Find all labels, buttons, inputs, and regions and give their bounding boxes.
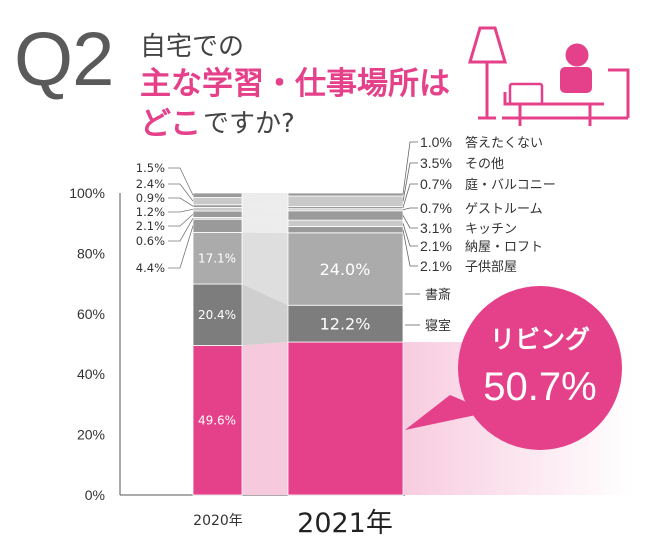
title-line-3-accent: どこ [140,106,202,142]
legend-value: 0.7% [420,176,452,192]
bar-value-label: 20.4% [198,308,236,322]
bar-segment [192,192,243,198]
leader-line [402,229,418,267]
series-connector [242,232,288,306]
bar-value-label: 17.1% [198,251,236,265]
small-segment-label: 0.9% [136,191,165,205]
y-tick-label: 60% [77,306,105,322]
series-connector [242,193,288,198]
leader-line [402,215,418,229]
leader-line [168,167,194,196]
bar-segment [287,341,404,496]
series-connector [242,210,288,221]
small-segment-label: 0.6% [136,234,165,248]
bar-segment [192,232,243,285]
bedroom-label: 寝室 [425,318,451,334]
series-connector [242,342,288,495]
bar-segment [192,207,243,212]
small-segment-label: 2.1% [136,219,165,233]
callout-bubble [458,286,622,450]
legend-label: 答えたくない [465,135,543,151]
bar-segment [192,197,243,206]
question-number: Q2 [14,17,114,102]
small-segment-label: 4.4% [136,261,165,275]
legend-value: 0.7% [420,200,452,216]
small-segment-label: 1.5% [136,161,165,175]
leader-line [402,141,418,195]
bar-segment [192,210,243,218]
title-line-2: 主な学習・仕事場所は [140,66,450,102]
leader-line [168,213,194,227]
series-connector [242,196,288,207]
person-at-desk-icon [467,26,630,126]
x-tick-label: 2020年 [193,513,243,529]
legend-value: 3.1% [420,220,452,236]
bar-value-label: 12.2% [320,315,371,334]
legend-value: 1.0% [420,134,452,150]
small-segment-label: 1.2% [136,205,165,219]
leader-line [402,162,418,202]
legend-value: 3.5% [420,155,452,171]
series-connector [242,219,288,233]
title-line-3-rest: ですか? [203,109,295,139]
legend-label: その他 [465,157,504,172]
y-tick-label: 40% [77,366,105,382]
bar-segment [287,304,404,343]
bar-segment [287,219,404,227]
legend-label: ゲストルーム [465,202,543,217]
leader-line [402,207,418,211]
y-tick-label: 100% [69,185,105,201]
title-line-1: 自宅での [140,32,245,62]
y-tick-label: 20% [77,427,105,443]
leader-line [168,183,194,202]
leader-line [402,183,418,208]
leader-line [168,197,194,207]
bar-segment [287,210,404,221]
y-tick-label: 0% [85,487,105,503]
legend-value: 2.1% [420,258,452,274]
bar-segment [287,192,404,197]
legend-label: 子供部屋 [465,260,517,275]
bar-segment [192,218,243,233]
legend-value: 2.1% [420,238,452,254]
bar-segment [192,204,243,208]
bar-segment [192,345,243,496]
leader-line [168,208,194,213]
series-connector [242,207,288,212]
leader-line [168,225,194,269]
legend-label: 庭・バルコニー [465,177,556,193]
bar-value-label: 49.6% [198,413,236,427]
callout-label: リビング [490,325,590,354]
small-segment-label: 2.4% [136,177,165,191]
bar-segment [287,226,404,234]
callout-value: 50.7% [483,365,596,409]
legend-label: 納屋・ロフト [465,240,543,255]
x-tick-label: 2021年 [297,508,393,539]
bar-value-label: 24.0% [320,260,371,279]
bar-segment [287,195,404,207]
series-connector [242,204,288,209]
leader-line [402,223,418,247]
leader-line [168,218,194,242]
series-connector [242,284,288,346]
series-connector [242,217,288,227]
y-tick-label: 80% [77,245,105,261]
legend-label: キッチン [465,222,517,237]
bar-segment [287,232,404,306]
study-label: 書斎 [425,287,451,303]
